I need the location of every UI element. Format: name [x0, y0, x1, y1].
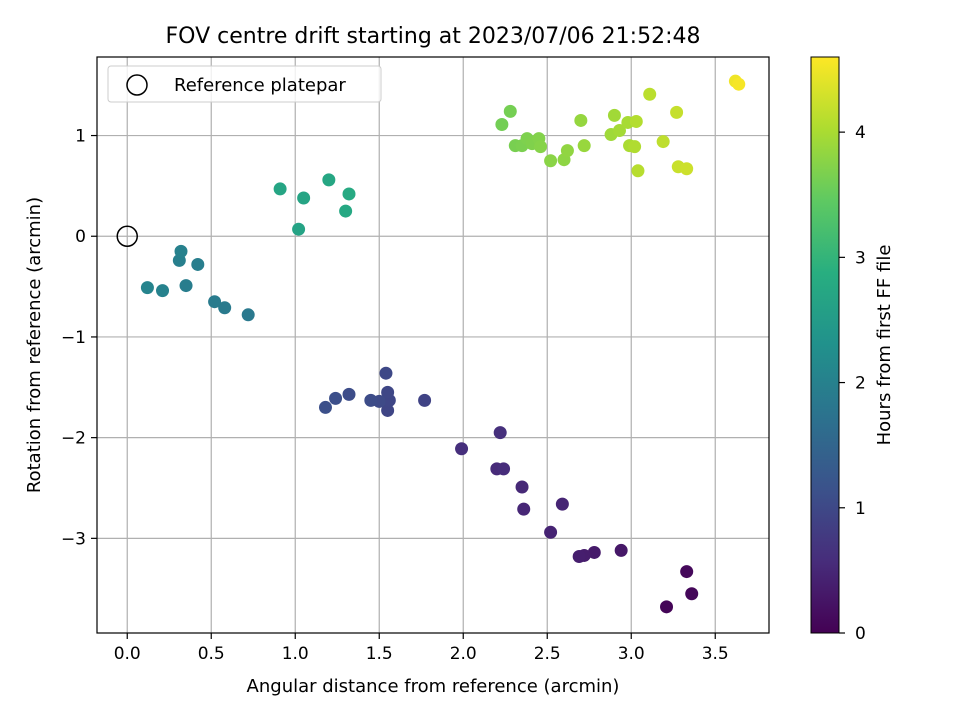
data-point [555, 497, 569, 511]
y-axis: −3 −2 −1 0 1 [61, 127, 97, 549]
data-point [342, 387, 356, 401]
data-point [732, 77, 746, 91]
data-point [329, 391, 343, 405]
grid-lines [97, 57, 769, 633]
x-axis: 0.0 0.5 1.0 1.5 2.0 2.5 3.0 3.5 [114, 633, 729, 664]
data-point [544, 525, 558, 539]
data-point [503, 104, 517, 118]
data-point [241, 308, 255, 322]
data-point [560, 144, 574, 158]
data-point [685, 587, 699, 601]
y-axis-label: Rotation from reference (arcmin) [24, 197, 45, 493]
data-point [418, 393, 432, 407]
x-tick-label: 0.0 [114, 644, 141, 664]
data-point [670, 105, 684, 119]
data-point [614, 543, 628, 557]
data-point [322, 173, 336, 187]
data-point [156, 284, 170, 298]
data-point [455, 442, 469, 456]
colorbar-tick-label: 4 [855, 123, 866, 143]
legend-box [107, 65, 382, 103]
x-tick-label: 3.0 [618, 644, 645, 664]
data-point [318, 400, 332, 414]
data-point [629, 114, 643, 128]
data-point [191, 257, 205, 271]
legend-marker-icon [126, 74, 148, 96]
data-point [381, 385, 395, 399]
data-point [495, 117, 509, 131]
data-point [607, 108, 621, 122]
data-point [179, 279, 193, 293]
x-tick-label: 1.0 [282, 644, 309, 664]
data-point [174, 244, 188, 258]
legend-entry-label: Reference platepar [174, 75, 346, 96]
y-tick-label: 0 [75, 227, 86, 247]
colorbar-label: Hours from first FF file [874, 245, 895, 446]
colorbar-gradient [810, 56, 840, 634]
data-point [515, 480, 529, 494]
data-point [631, 164, 645, 178]
x-tick-label: 3.5 [702, 644, 729, 664]
data-point [587, 545, 601, 559]
data-point [680, 565, 694, 579]
data-points [140, 74, 746, 614]
y-tick-label: −1 [61, 328, 86, 348]
data-point [680, 162, 694, 176]
data-point [140, 281, 154, 295]
data-point [381, 403, 395, 417]
data-point [577, 139, 591, 153]
y-tick-label: 1 [75, 127, 86, 147]
colorbar-tick-label: 0 [855, 624, 866, 644]
data-point [297, 191, 311, 205]
data-point [643, 87, 657, 101]
data-point [534, 140, 548, 154]
data-point [342, 187, 356, 201]
data-point [656, 135, 670, 149]
data-point [544, 154, 558, 168]
y-tick-label: −2 [61, 429, 86, 449]
data-point [628, 140, 642, 154]
y-tick-label: −3 [61, 529, 86, 549]
data-point [379, 366, 393, 380]
data-point [660, 600, 674, 614]
colorbar-tick-label: 2 [855, 374, 866, 394]
data-point [218, 301, 232, 315]
data-point [292, 222, 306, 236]
reference-marker-group [116, 225, 138, 247]
data-point [339, 204, 353, 218]
x-tick-label: 1.5 [366, 644, 393, 664]
data-point [208, 295, 222, 309]
colorbar: 0 1 2 3 4 Hours from first FF file [810, 56, 895, 644]
data-point [364, 393, 378, 407]
data-point [273, 182, 287, 196]
data-point [493, 426, 507, 440]
legend: Reference platepar [107, 65, 382, 103]
x-axis-label: Angular distance from reference (arcmin) [247, 676, 620, 697]
data-point [517, 502, 531, 516]
colorbar-tick-label: 3 [855, 248, 866, 268]
data-point [497, 462, 511, 476]
x-tick-label: 2.5 [534, 644, 561, 664]
data-point [612, 124, 626, 138]
x-tick-label: 0.5 [198, 644, 225, 664]
x-tick-label: 2.0 [450, 644, 477, 664]
data-point [572, 549, 586, 563]
reference-marker [116, 225, 138, 247]
chart-title: FOV centre drift starting at 2023/07/06 … [166, 24, 701, 49]
data-point [574, 113, 588, 127]
plot-frame [96, 56, 770, 634]
colorbar-ticks: 0 1 2 3 4 [839, 123, 866, 644]
colorbar-tick-label: 1 [855, 499, 866, 519]
